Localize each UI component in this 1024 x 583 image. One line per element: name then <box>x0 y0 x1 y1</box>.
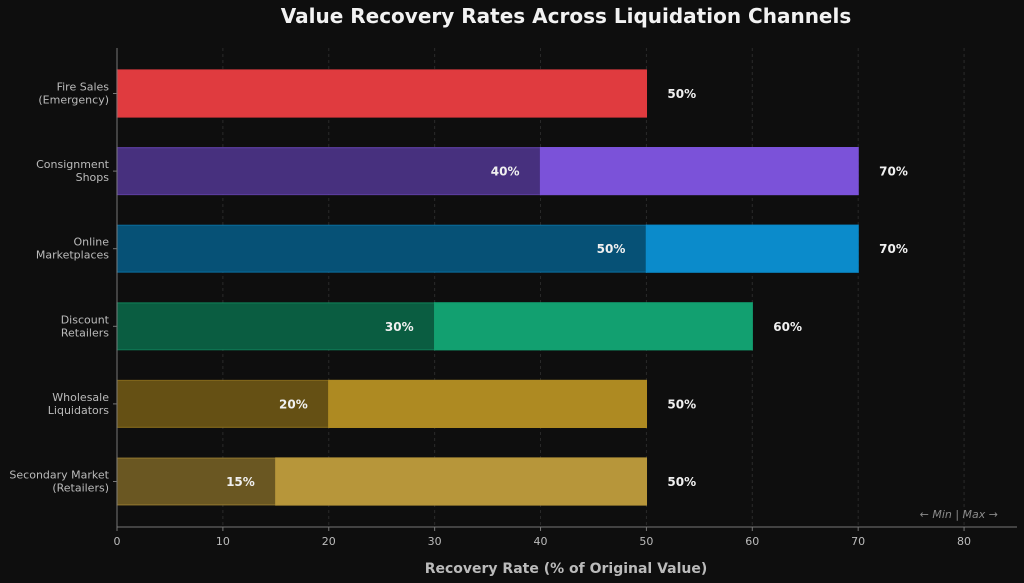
x-tick-label: 40 <box>534 535 548 548</box>
x-tick-label: 50 <box>639 535 653 548</box>
x-tick-label: 0 <box>114 535 121 548</box>
max-value-label: 50% <box>667 397 696 411</box>
min-value-label: 15% <box>226 475 255 489</box>
max-value-label: 50% <box>667 475 696 489</box>
category-label-line: Fire Sales <box>57 81 110 94</box>
bar-max-segment <box>645 224 859 273</box>
x-tick-label: 30 <box>428 535 442 548</box>
x-tick-label: 20 <box>322 535 336 548</box>
axes-layer: 0 10 20 30 40 50 60 70 80 <box>113 48 1017 548</box>
category-label-line: Wholesale <box>52 391 109 404</box>
category-label-line: (Emergency) <box>38 94 109 107</box>
grid-layer <box>222 48 965 527</box>
max-value-label: 60% <box>773 320 802 334</box>
category-label-line: Shops <box>76 171 110 184</box>
x-tick-label: 70 <box>851 535 865 548</box>
labels-layer: Fire Sales (Emergency) 50% Consignment Shops… <box>9 81 907 495</box>
bar-max-segment <box>275 457 648 506</box>
category-label-line: Discount <box>61 313 110 326</box>
bar-min-segment <box>116 457 277 506</box>
category-label: Consignment Shops <box>36 158 110 184</box>
bar-max-segment <box>328 379 648 428</box>
category-label-line: Secondary Market <box>9 469 109 482</box>
x-tick-label: 60 <box>745 535 759 548</box>
category-label: Online Marketplaces <box>36 236 109 262</box>
bar-min-segment <box>116 224 648 273</box>
category-label-line: Liquidators <box>48 404 109 417</box>
category-label-line: (Retailers) <box>52 482 109 495</box>
bar-segment <box>116 69 648 118</box>
bars-layer <box>116 69 859 506</box>
category-label: Fire Sales (Emergency) <box>38 81 109 107</box>
bar-min-segment <box>116 147 542 196</box>
min-value-label: 20% <box>279 397 308 411</box>
range-note: ← Min | Max → <box>920 508 998 521</box>
category-label-line: Consignment <box>36 158 110 171</box>
x-tick-label: 10 <box>216 535 230 548</box>
category-label-line: Online <box>74 236 110 249</box>
max-value-label: 50% <box>667 87 696 101</box>
category-label: Discount Retailers <box>61 313 110 339</box>
bar-min-segment <box>116 302 436 351</box>
bar-max-segment <box>539 147 859 196</box>
min-value-label: 40% <box>491 165 520 179</box>
category-label: Secondary Market (Retailers) <box>9 469 109 495</box>
x-tick-label: 80 <box>957 535 971 548</box>
category-label-line: Marketplaces <box>36 249 109 262</box>
max-value-label: 70% <box>879 242 908 256</box>
category-label-line: Retailers <box>61 326 109 339</box>
x-axis-label: Recovery Rate (% of Original Value) <box>425 561 708 577</box>
max-value-label: 70% <box>879 165 908 179</box>
bar-max-segment <box>434 302 753 351</box>
min-value-label: 50% <box>597 242 626 256</box>
min-value-label: 30% <box>385 320 414 334</box>
chart-title: Value Recovery Rates Across Liquidation … <box>281 4 852 28</box>
category-label: Wholesale Liquidators <box>48 391 109 417</box>
